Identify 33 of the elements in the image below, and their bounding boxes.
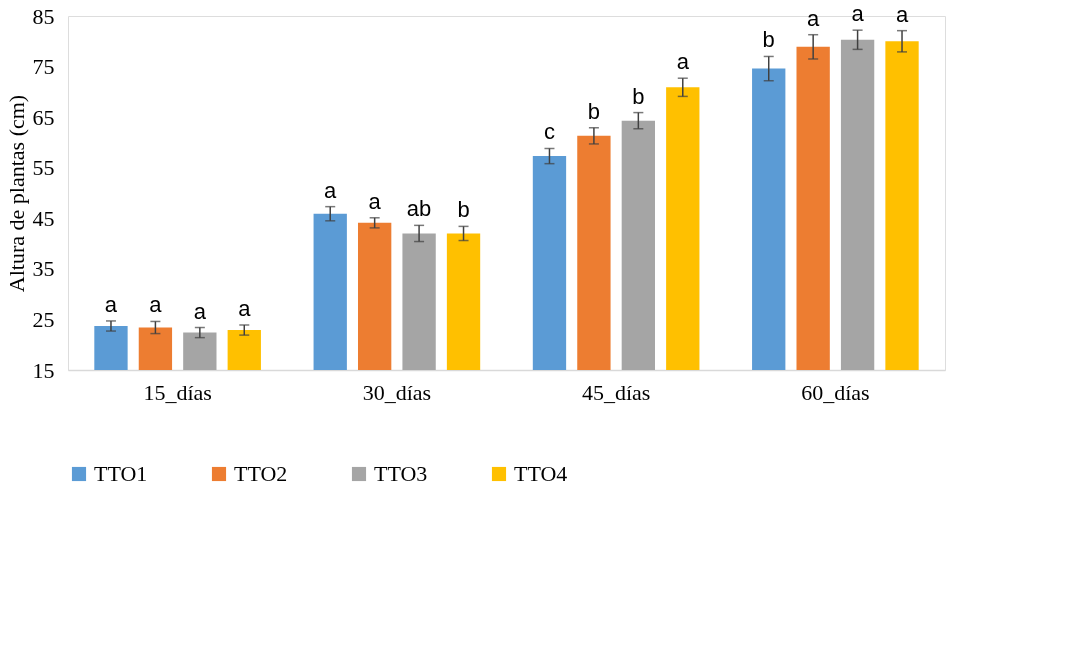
data-label: b — [457, 197, 470, 223]
y-tick-label: 75 — [32, 54, 55, 80]
data-label: a — [193, 298, 207, 324]
y-tick-label: 45 — [32, 205, 55, 231]
data-label: a — [851, 1, 865, 27]
data-label: a — [324, 177, 338, 203]
data-label: ab — [406, 196, 432, 222]
legend-label: TTO3 — [374, 461, 428, 486]
x-tick-label: 30_días — [362, 379, 432, 405]
y-tick-label: 15 — [32, 357, 55, 383]
data-label: b — [762, 27, 775, 53]
x-tick-label: 45_días — [581, 379, 651, 405]
legend-label: TTO4 — [514, 461, 568, 486]
legend-label: TTO1 — [94, 461, 148, 486]
data-label: a — [807, 5, 821, 31]
x-tick-label: 15_días — [143, 379, 212, 405]
data-label: a — [149, 292, 163, 318]
legend-label: TTO2 — [234, 461, 288, 486]
data-label: c — [543, 119, 555, 145]
data-label: a — [238, 295, 252, 321]
y-axis-title: Altura de plantas (cm) — [3, 94, 29, 293]
y-tick-label: 25 — [32, 306, 55, 332]
x-tick-label: 60_días — [801, 379, 870, 405]
y-tick-label: 55 — [32, 155, 55, 181]
data-label: a — [368, 188, 382, 214]
y-tick-label: 85 — [32, 3, 55, 29]
data-label: a — [895, 1, 909, 27]
data-label: a — [104, 291, 118, 317]
data-label: b — [587, 98, 601, 124]
data-label: a — [676, 49, 690, 75]
y-tick-label: 65 — [32, 104, 55, 130]
y-tick-label: 35 — [32, 256, 55, 282]
data-label: b — [632, 83, 645, 109]
